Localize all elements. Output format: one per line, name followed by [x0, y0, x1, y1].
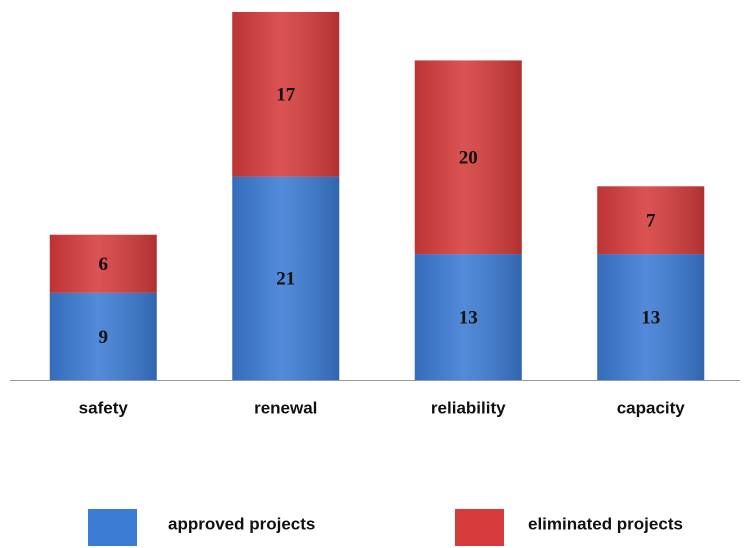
value-label: 13	[459, 307, 478, 328]
bar-shine	[414, 60, 522, 255]
x-tick-label: renewal	[254, 398, 317, 417]
value-label: 7	[646, 211, 656, 232]
bar-shine	[232, 12, 340, 177]
bar-shine	[49, 292, 157, 380]
legend-label: eliminated projects	[528, 514, 683, 533]
bar-shine	[232, 176, 340, 380]
bar-shine	[597, 186, 705, 255]
bar-shine	[597, 254, 705, 380]
bar-shine	[49, 234, 157, 293]
value-label: 9	[99, 327, 109, 348]
legend-label: approved projects	[168, 514, 315, 533]
value-label: 13	[641, 307, 660, 328]
x-tick-label: safety	[79, 398, 129, 417]
value-label: 17	[276, 85, 296, 106]
legend-swatch	[88, 509, 137, 546]
value-label: 21	[276, 269, 295, 290]
bar-shine	[414, 254, 522, 380]
x-tick-label: reliability	[431, 398, 506, 417]
value-label: 6	[99, 254, 109, 275]
value-label: 20	[459, 148, 478, 169]
legend-swatch	[455, 509, 504, 546]
x-tick-label: capacity	[617, 398, 686, 417]
